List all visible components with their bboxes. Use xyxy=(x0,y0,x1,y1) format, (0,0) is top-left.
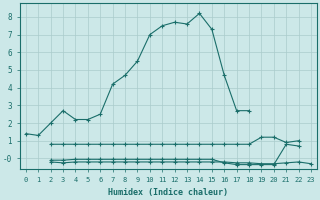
X-axis label: Humidex (Indice chaleur): Humidex (Indice chaleur) xyxy=(108,188,228,197)
